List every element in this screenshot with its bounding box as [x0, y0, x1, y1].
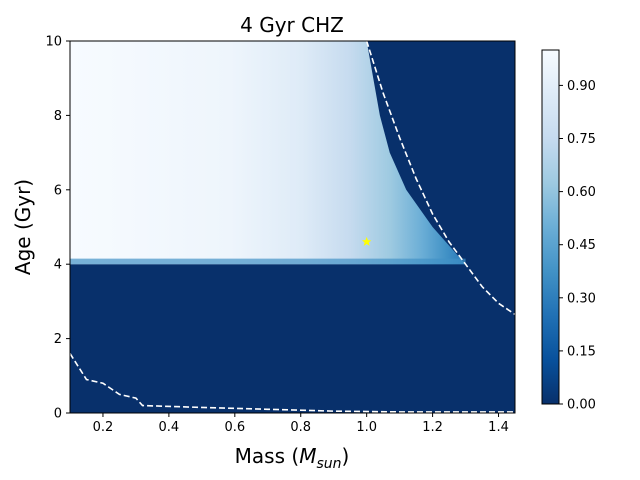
colorbar-ticks: 0.00 0.15 0.30 0.45 0.60 0.75 0.90	[559, 79, 596, 413]
colorbar-tick-label: 0.90	[567, 79, 596, 94]
lower-dashed-curve	[70, 353, 515, 413]
x-axis-label: Mass (Msun)	[235, 444, 350, 472]
x-tick-label: 1.0	[356, 420, 377, 435]
x-tick-label: 0.4	[159, 420, 180, 435]
x-axis-label-prefix: Mass (	[235, 444, 300, 468]
x-axis-label-sub: sun	[316, 456, 341, 472]
colorbar-tick-label: 0.15	[567, 344, 596, 359]
plot-frame	[69, 40, 516, 414]
colorbar-tick-label: 0.00	[567, 398, 596, 413]
y-tick-label: 2	[54, 332, 62, 347]
chz-region	[70, 41, 466, 265]
chart-title: 4 Gyr CHZ	[240, 13, 344, 37]
x-tick-label: 1.2	[422, 420, 443, 435]
colorbar-tick-label: 0.75	[567, 132, 596, 147]
y-tick-label: 4	[54, 258, 62, 273]
plot-area	[70, 41, 515, 413]
x-axis-label-math: M	[299, 444, 316, 468]
x-tick-label: 0.8	[290, 420, 311, 435]
x-axis-label-suffix: )	[342, 444, 350, 468]
x-axis: 0.2 0.4 0.6 0.8 1.0 1.2 1.4	[93, 413, 509, 435]
y-tick-label: 6	[54, 183, 62, 198]
y-tick-label: 10	[45, 35, 62, 50]
upper-dashed-curve	[365, 41, 515, 316]
x-tick-label: 1.4	[488, 420, 509, 435]
x-tick-label: 0.2	[93, 420, 114, 435]
y-tick-label: 0	[54, 407, 62, 422]
colorbar: 0.00 0.15 0.30 0.45 0.60 0.75 0.90	[541, 49, 596, 413]
x-tick-label: 0.6	[224, 420, 245, 435]
y-axis: 0 2 4 6 8 10	[45, 35, 70, 422]
colorbar-tick-label: 0.30	[567, 291, 596, 306]
colorbar-fill	[542, 50, 559, 404]
colorbar-tick-label: 0.45	[567, 238, 596, 253]
sun-marker	[361, 236, 372, 246]
y-tick-label: 8	[54, 109, 62, 124]
chz-bottom-band	[70, 258, 466, 265]
y-axis-label: Age (Gyr)	[11, 179, 35, 275]
colorbar-frame	[541, 49, 560, 405]
colorbar-tick-label: 0.60	[567, 185, 596, 200]
